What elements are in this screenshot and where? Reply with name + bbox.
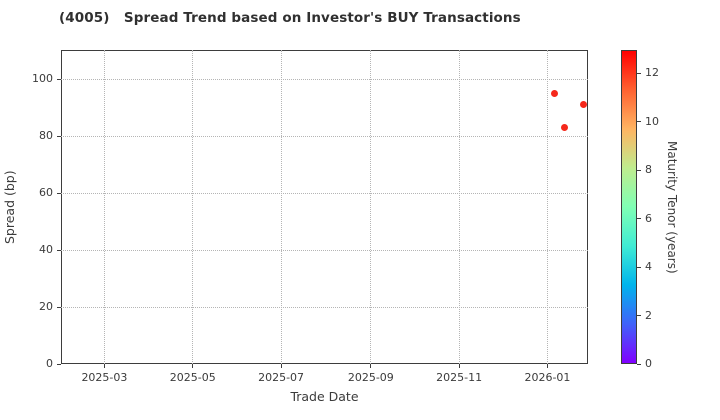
colorbar-tick-mark (637, 315, 641, 316)
y-gridline (61, 306, 588, 308)
colorbar-tick-label: 12 (645, 66, 659, 80)
y-tick-mark (57, 363, 61, 365)
colorbar-tick-label: 8 (645, 163, 652, 177)
colorbar-tick-mark (637, 121, 641, 123)
y-tick-label: 40 (39, 243, 53, 257)
x-tick-mark (370, 364, 372, 368)
y-gridline (61, 249, 588, 251)
x-tick-mark (103, 364, 105, 368)
colorbar-tick-label: 0 (645, 357, 652, 370)
chart-title: (4005) Spread Trend based on Investor's … (59, 10, 521, 26)
x-gridline (546, 50, 548, 364)
x-tick-mark (192, 364, 194, 368)
colorbar-tick-mark (637, 363, 641, 365)
y-tick-mark (57, 78, 61, 80)
colorbar-tick-mark (637, 266, 641, 268)
colorbar-gradient (621, 50, 637, 364)
x-tick-mark (546, 364, 548, 368)
x-gridline (192, 50, 194, 364)
x-axis-label: Trade Date (290, 389, 359, 404)
x-gridline (103, 50, 105, 364)
x-gridline (280, 50, 282, 364)
data-point (551, 89, 559, 97)
data-point (561, 124, 569, 131)
colorbar-tick-label: 6 (645, 211, 652, 225)
colorbar-tick-mark (637, 72, 641, 74)
y-tick-mark (57, 249, 61, 251)
colorbar-tick-label: 4 (645, 260, 652, 273)
x-gridline (458, 50, 460, 364)
x-tick-label: 2025-05 (169, 371, 216, 384)
y-gridline (61, 135, 588, 137)
y-axis-label: Spread (bp) (2, 170, 17, 244)
x-tick-label: 2026-01 (524, 371, 571, 384)
y-tick-label: 80 (39, 129, 53, 143)
colorbar-tick-label: 2 (645, 308, 652, 322)
y-tick-mark (57, 306, 61, 308)
x-tick-label: 2025-03 (81, 371, 128, 384)
x-tick-mark (280, 364, 282, 368)
y-tick-label: 60 (39, 186, 53, 200)
y-gridline (61, 78, 588, 80)
x-tick-label: 2025-11 (436, 371, 483, 384)
x-tick-label: 2025-09 (347, 371, 394, 384)
colorbar-tick-mark (637, 218, 641, 220)
x-tick-label: 2025-07 (258, 371, 305, 384)
y-tick-mark (57, 135, 61, 137)
y-tick-label: 100 (32, 72, 53, 86)
colorbar-label: Maturity Tenor (years) (665, 140, 679, 274)
data-point (580, 101, 588, 109)
y-tick-label: 20 (39, 300, 53, 313)
y-tick-label: 0 (46, 357, 53, 370)
y-gridline (61, 192, 588, 194)
y-tick-mark (57, 192, 61, 194)
x-gridline (370, 50, 372, 364)
colorbar-tick-label: 10 (645, 114, 659, 128)
x-tick-mark (458, 364, 460, 368)
plot-area (61, 50, 588, 364)
colorbar-tick-mark (637, 169, 641, 171)
